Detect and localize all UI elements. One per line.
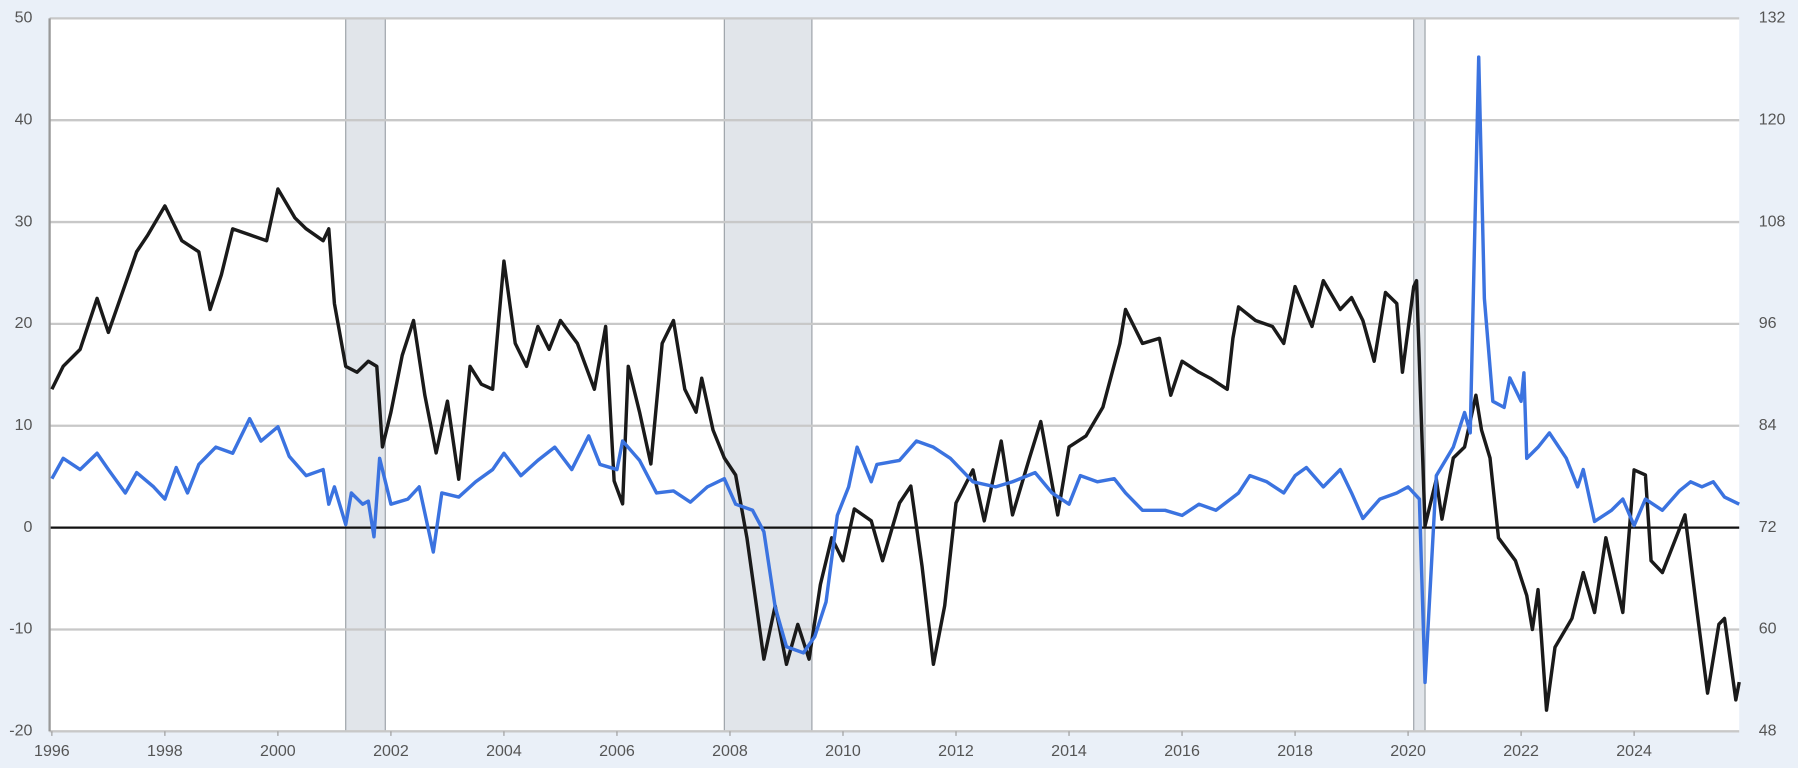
x-tick-label: 2010: [825, 742, 861, 760]
y-tick-label: 10: [15, 416, 33, 434]
y-tick-label: 40: [15, 110, 33, 128]
x-tick-label: 2024: [1616, 742, 1652, 760]
x-tick-label: 2012: [938, 742, 974, 760]
x-tick-label: 2000: [260, 742, 296, 760]
x-tick-label: 2006: [599, 742, 635, 760]
recession-band: [723, 17, 813, 732]
y-tick-label: -20: [9, 722, 32, 740]
plot-area: [49, 18, 1740, 732]
x-tick-label: 2022: [1503, 742, 1539, 760]
y2-tick-label: 120: [1759, 110, 1786, 128]
series-line: [50, 187, 1741, 712]
x-tick-label: 2008: [712, 742, 748, 760]
y2-tick-label: 108: [1759, 212, 1786, 230]
y-tick-label: 0: [23, 518, 32, 536]
series-line: [50, 55, 1740, 685]
y-tick-label: -10: [9, 620, 32, 638]
y2-tick-label: 72: [1759, 518, 1777, 536]
y2-tick-label: 48: [1759, 722, 1777, 740]
x-tick-label: 2002: [373, 742, 409, 760]
y-tick-label: 50: [15, 9, 33, 27]
x-tick-label: 2014: [1051, 742, 1087, 760]
x-tick-label: 2016: [1164, 742, 1200, 760]
x-tick-label: 1996: [34, 742, 70, 760]
x-tick-label: 2004: [486, 742, 522, 760]
x-tick-label: 1998: [147, 742, 183, 760]
y-tick-label: 30: [15, 212, 33, 230]
y2-tick-label: 96: [1759, 314, 1777, 332]
y2-tick-label: 84: [1759, 416, 1777, 434]
recession-band: [345, 17, 386, 732]
x-tick-label: 2018: [1277, 742, 1313, 760]
y2-tick-label: 132: [1759, 9, 1786, 27]
y2-tick-label: 60: [1759, 620, 1777, 638]
y-tick-label: 20: [15, 314, 33, 332]
x-tick-label: 2020: [1390, 742, 1426, 760]
